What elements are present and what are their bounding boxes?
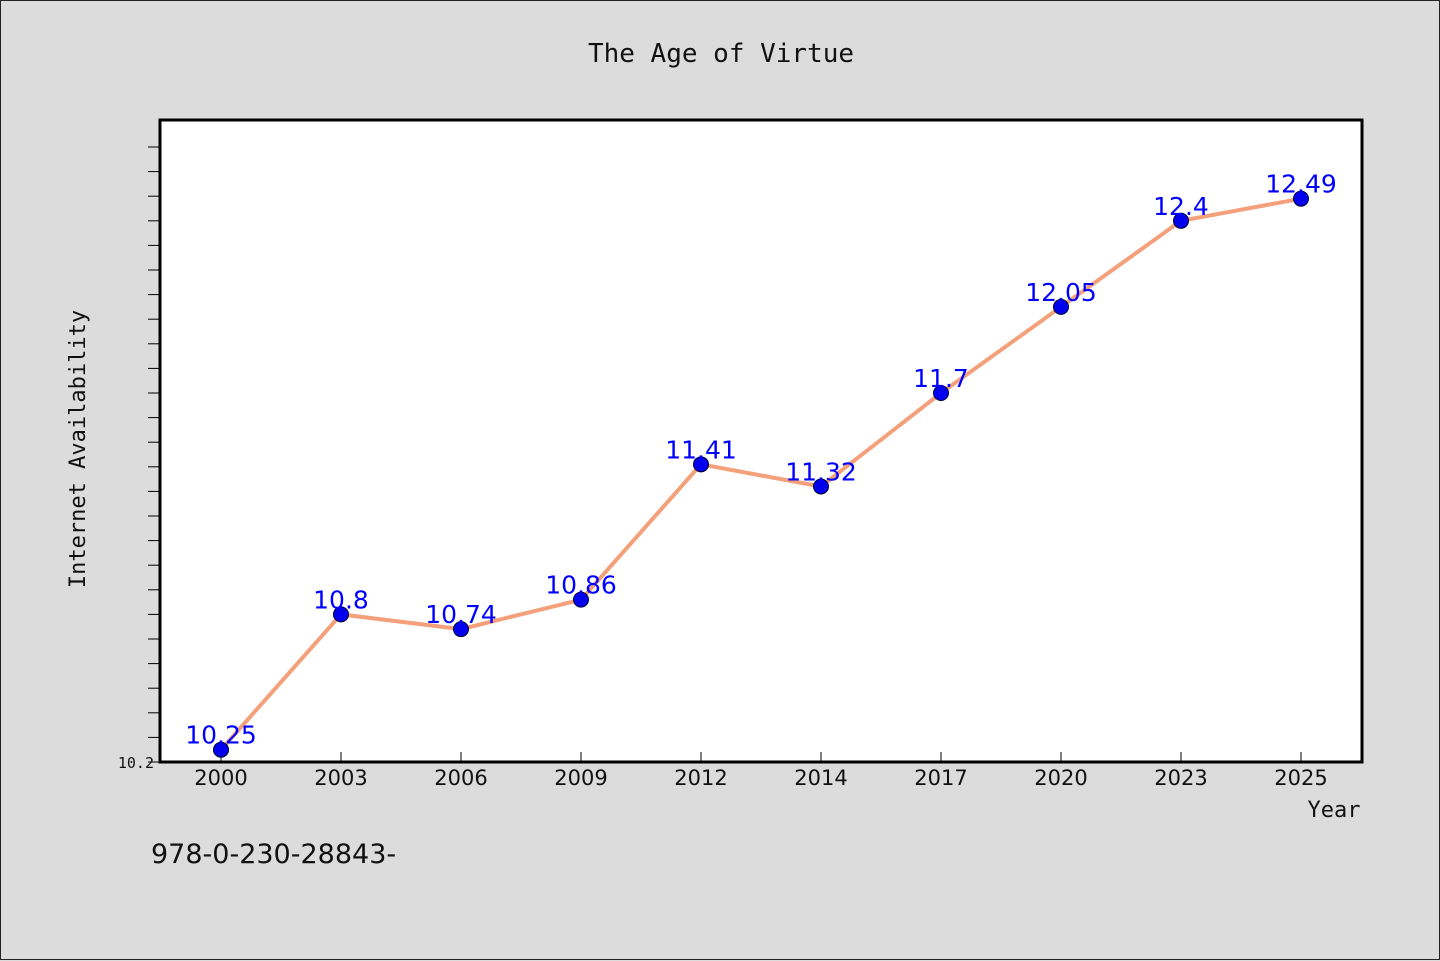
y-axis-label: Internet Availability bbox=[66, 310, 91, 588]
data-point bbox=[453, 621, 469, 638]
x-axis-label: Year bbox=[1308, 798, 1361, 823]
data-label: 12.49 bbox=[1265, 170, 1337, 199]
x-axis-ticks: 2000 2003 2006 2009 2012 2014 2017 2020 2023 2025 bbox=[194, 752, 1328, 790]
data-point bbox=[573, 591, 589, 608]
data-label: 10.86 bbox=[545, 571, 617, 600]
series-group: 10.25 10.8 10.74 10.86 11.41 11.32 11.7 12.05 12… bbox=[185, 170, 1337, 758]
data-label: 11.41 bbox=[665, 435, 737, 464]
chart-title: The Age of Virtue bbox=[588, 39, 854, 69]
data-point bbox=[1173, 212, 1189, 229]
y-tick-label: 10.2 bbox=[118, 754, 154, 772]
x-tick-label: 2020 bbox=[1034, 766, 1087, 790]
footer-isbn-text: 978-0-230-28843- bbox=[151, 839, 396, 870]
x-tick-label: 2025 bbox=[1274, 766, 1327, 790]
data-label: 11.7 bbox=[913, 364, 969, 393]
plot-area bbox=[158, 118, 1364, 764]
x-tick-label: 2014 bbox=[794, 766, 847, 790]
data-label: 10.8 bbox=[313, 585, 369, 614]
series-line bbox=[219, 196, 1302, 752]
data-point bbox=[933, 385, 949, 401]
data-label: 12.4 bbox=[1153, 192, 1209, 221]
x-tick-label: 2012 bbox=[674, 766, 727, 790]
data-point bbox=[333, 606, 349, 623]
data-point bbox=[813, 478, 829, 495]
x-tick-label: 2009 bbox=[554, 766, 607, 790]
data-point bbox=[1293, 190, 1309, 207]
x-tick-label: 2017 bbox=[914, 766, 967, 790]
data-label: 10.74 bbox=[425, 600, 497, 629]
x-tick-label: 2006 bbox=[434, 766, 487, 790]
data-point bbox=[213, 741, 229, 758]
data-point bbox=[1053, 298, 1069, 315]
x-tick-label: 2003 bbox=[314, 766, 367, 790]
data-label: 12.05 bbox=[1025, 278, 1097, 307]
data-label: 10.25 bbox=[185, 721, 257, 750]
x-tick-label: 2023 bbox=[1154, 766, 1207, 790]
x-tick-label: 2000 bbox=[194, 766, 247, 790]
y-axis-ticks: 10.2 bbox=[118, 146, 160, 772]
data-point bbox=[693, 456, 709, 473]
data-label: 11.32 bbox=[785, 457, 857, 486]
